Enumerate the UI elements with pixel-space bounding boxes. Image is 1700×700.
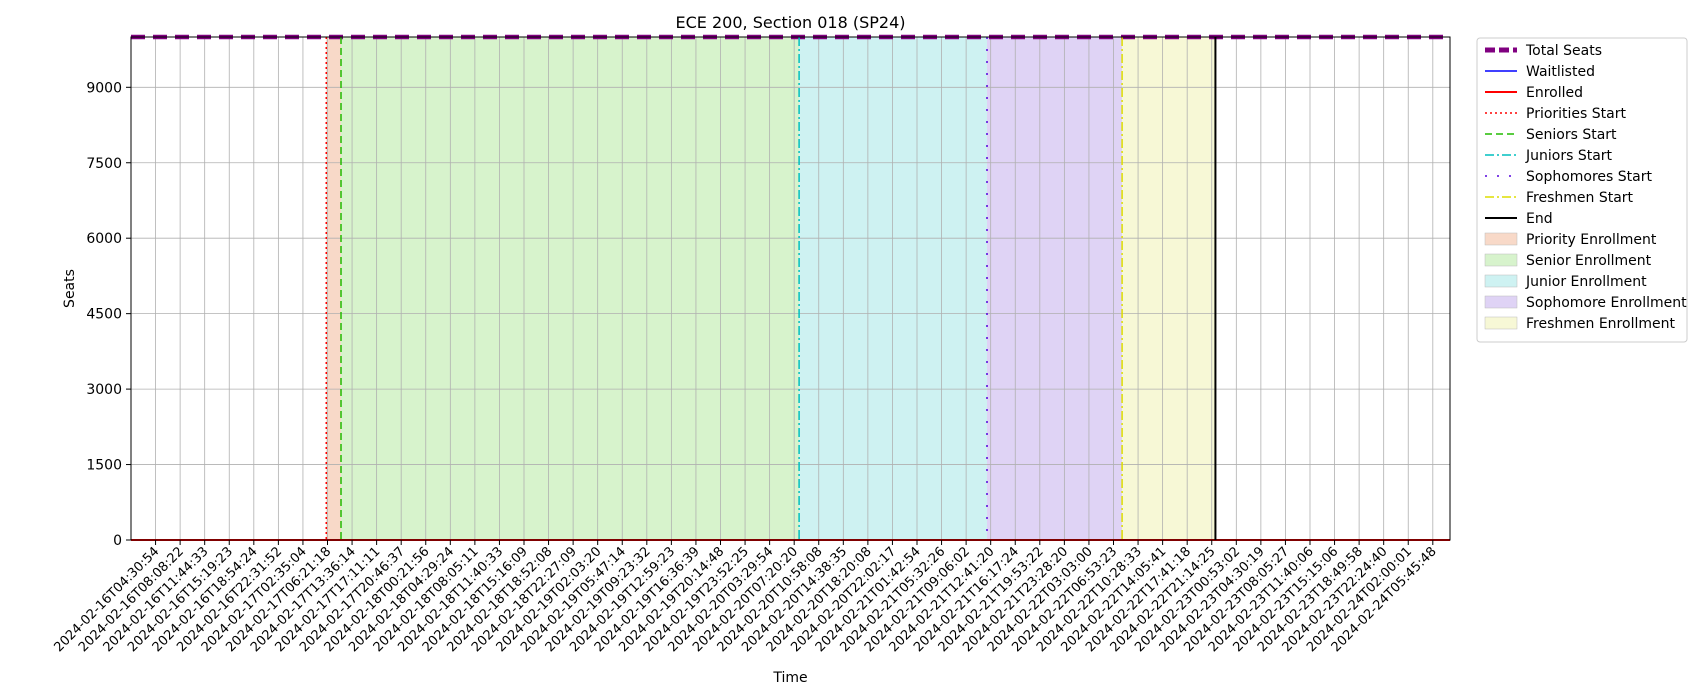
legend-label: Senior Enrollment bbox=[1526, 253, 1652, 269]
y-axis-label: Seats bbox=[62, 269, 78, 308]
legend-label: Sophomores Start bbox=[1526, 169, 1652, 185]
legend-label: Freshmen Enrollment bbox=[1526, 316, 1675, 332]
y-tick-label: 3000 bbox=[86, 382, 122, 398]
y-tick-label: 4500 bbox=[86, 307, 122, 323]
y-tick-label: 9000 bbox=[86, 80, 122, 96]
x-axis-label: Time bbox=[772, 670, 807, 686]
y-axis: 0 1500 3000 4500 6000 7500 9000 bbox=[86, 80, 131, 549]
legend-swatch bbox=[1484, 316, 1518, 330]
legend-swatch bbox=[1484, 295, 1518, 309]
legend-label: Enrolled bbox=[1526, 85, 1583, 101]
y-tick-label: 6000 bbox=[86, 231, 122, 247]
legend-label: Priority Enrollment bbox=[1526, 232, 1657, 248]
plot-frame bbox=[130, 36, 1451, 541]
legend-label: Waitlisted bbox=[1526, 64, 1595, 80]
legend-label: Total Seats bbox=[1525, 43, 1602, 59]
phase-region bbox=[341, 37, 800, 540]
legend-label: Freshmen Start bbox=[1526, 190, 1634, 206]
y-tick-label: 7500 bbox=[86, 156, 122, 172]
legend-swatch bbox=[1484, 232, 1518, 246]
phase-regions bbox=[326, 37, 1216, 540]
legend-label: Seniors Start bbox=[1526, 127, 1617, 143]
legend-box bbox=[1476, 37, 1688, 343]
legend-swatch bbox=[1484, 274, 1518, 288]
phase-region bbox=[799, 37, 987, 540]
phase-region bbox=[1122, 37, 1216, 540]
phase-markers bbox=[325, 37, 1217, 540]
legend: Total Seats Waitlisted Enrolled Priorities … bbox=[1476, 37, 1688, 343]
legend-swatch bbox=[1484, 253, 1518, 267]
legend-label: Priorities Start bbox=[1526, 106, 1627, 122]
y-tick-label: 0 bbox=[113, 533, 122, 549]
chart-title: ECE 200, Section 018 (SP24) bbox=[676, 13, 906, 32]
y-tick-label: 1500 bbox=[86, 458, 122, 474]
legend-label: Junior Enrollment bbox=[1525, 274, 1647, 290]
grid-lines bbox=[131, 37, 1450, 541]
legend-label: End bbox=[1526, 211, 1553, 227]
legend-label: Sophomore Enrollment bbox=[1526, 295, 1687, 311]
legend-label: Juniors Start bbox=[1525, 148, 1613, 164]
x-axis: 2024-02-16T04:30:542024-02-16T08:08:2220… bbox=[51, 540, 1440, 655]
phase-region bbox=[986, 37, 1123, 540]
